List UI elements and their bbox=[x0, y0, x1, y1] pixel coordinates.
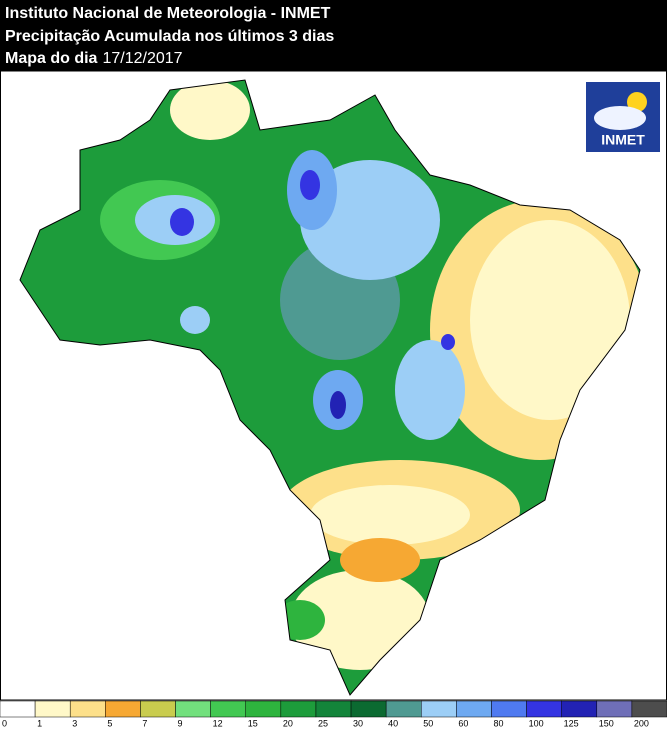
legend: 0 1 3 5 7 9 12 15 20 25 30 40 50 60 80 100 125 150 200 bbox=[0, 700, 667, 728]
legend-label: 125 bbox=[564, 718, 579, 728]
legend-swatch bbox=[280, 700, 317, 718]
legend-label: 9 bbox=[178, 718, 183, 728]
legend-label: 40 bbox=[388, 718, 398, 728]
legend-swatch bbox=[140, 700, 176, 718]
legend-label: 60 bbox=[458, 718, 468, 728]
legend-swatch bbox=[69, 700, 106, 718]
legend-label: 7 bbox=[142, 718, 147, 728]
inmet-logo: INMET bbox=[586, 82, 660, 152]
legend-swatch bbox=[456, 700, 492, 718]
legend-label: 200 bbox=[634, 718, 649, 728]
header-line: Mapa do dia bbox=[5, 50, 98, 67]
legend-swatch bbox=[526, 700, 562, 718]
logo-label: INMET bbox=[601, 132, 645, 148]
legend-swatch bbox=[315, 700, 352, 718]
legend-swatch bbox=[0, 700, 36, 718]
legend-swatch bbox=[631, 700, 667, 718]
legend-label: 1 bbox=[37, 718, 42, 728]
legend-label: 15 bbox=[248, 718, 258, 728]
legend-label: 0 bbox=[2, 718, 7, 728]
header-line: Mapa do dia 17/12/2017 bbox=[5, 50, 183, 67]
header-bar bbox=[0, 0, 667, 71]
legend-swatch bbox=[491, 700, 527, 718]
legend-swatch bbox=[596, 700, 633, 718]
legend-label: 150 bbox=[599, 718, 614, 728]
legend-swatch bbox=[385, 700, 422, 718]
legend-label: 5 bbox=[107, 718, 112, 728]
legend-label: 25 bbox=[318, 718, 328, 728]
legend-label: 3 bbox=[72, 718, 77, 728]
header-line: Instituto Nacional de Meteorologia - INM… bbox=[5, 5, 331, 22]
legend-swatch bbox=[210, 700, 246, 718]
header-line: Precipitação Acumulada nos últimos 3 dia… bbox=[5, 28, 334, 45]
legend-label: 80 bbox=[493, 718, 503, 728]
legend-swatch bbox=[105, 700, 141, 718]
legend-label: 50 bbox=[423, 718, 433, 728]
legend-label: 20 bbox=[283, 718, 293, 728]
legend-swatch bbox=[561, 700, 598, 718]
legend-swatch bbox=[175, 700, 211, 718]
legend-swatch bbox=[245, 700, 282, 718]
legend-swatch bbox=[421, 700, 457, 718]
legend-swatch bbox=[34, 700, 71, 718]
legend-label: 12 bbox=[213, 718, 223, 728]
map-date: 17/12/2017 bbox=[102, 50, 182, 67]
legend-label: 30 bbox=[353, 718, 363, 728]
legend-swatch bbox=[350, 700, 387, 718]
legend-label: 100 bbox=[529, 718, 544, 728]
